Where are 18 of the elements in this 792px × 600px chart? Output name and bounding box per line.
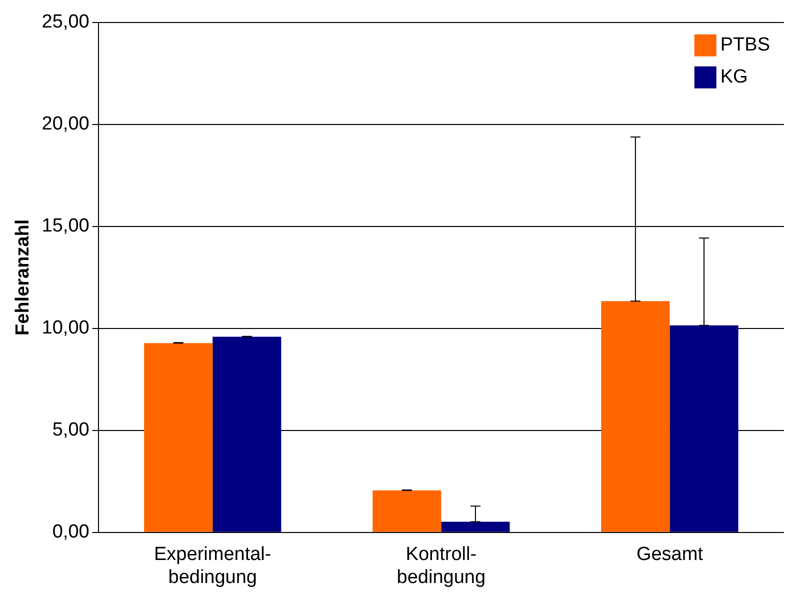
y-tick-label: 5,00 (52, 420, 90, 441)
x-tick-label: Kontroll-bedingung (396, 544, 486, 588)
x-tick-label: Gesamt (636, 544, 704, 566)
bar (212, 336, 282, 532)
bar (144, 343, 213, 532)
y-axis-title: Fehleranzahl (12, 219, 34, 336)
y-tick-label: 20,00 (42, 114, 90, 135)
y-tick-label: 0,00 (52, 522, 90, 543)
legend-label: PTBS (720, 34, 770, 56)
y-tick-label: 10,00 (42, 318, 90, 339)
bar (441, 522, 510, 532)
bar (670, 325, 738, 532)
bar (372, 490, 442, 532)
legend-label: KG (720, 66, 748, 88)
y-tick-label: 15,00 (42, 216, 90, 237)
y-tick-label: 25,00 (42, 12, 90, 33)
x-tick-label: Experimental-bedingung (154, 544, 272, 588)
bar (601, 301, 670, 532)
